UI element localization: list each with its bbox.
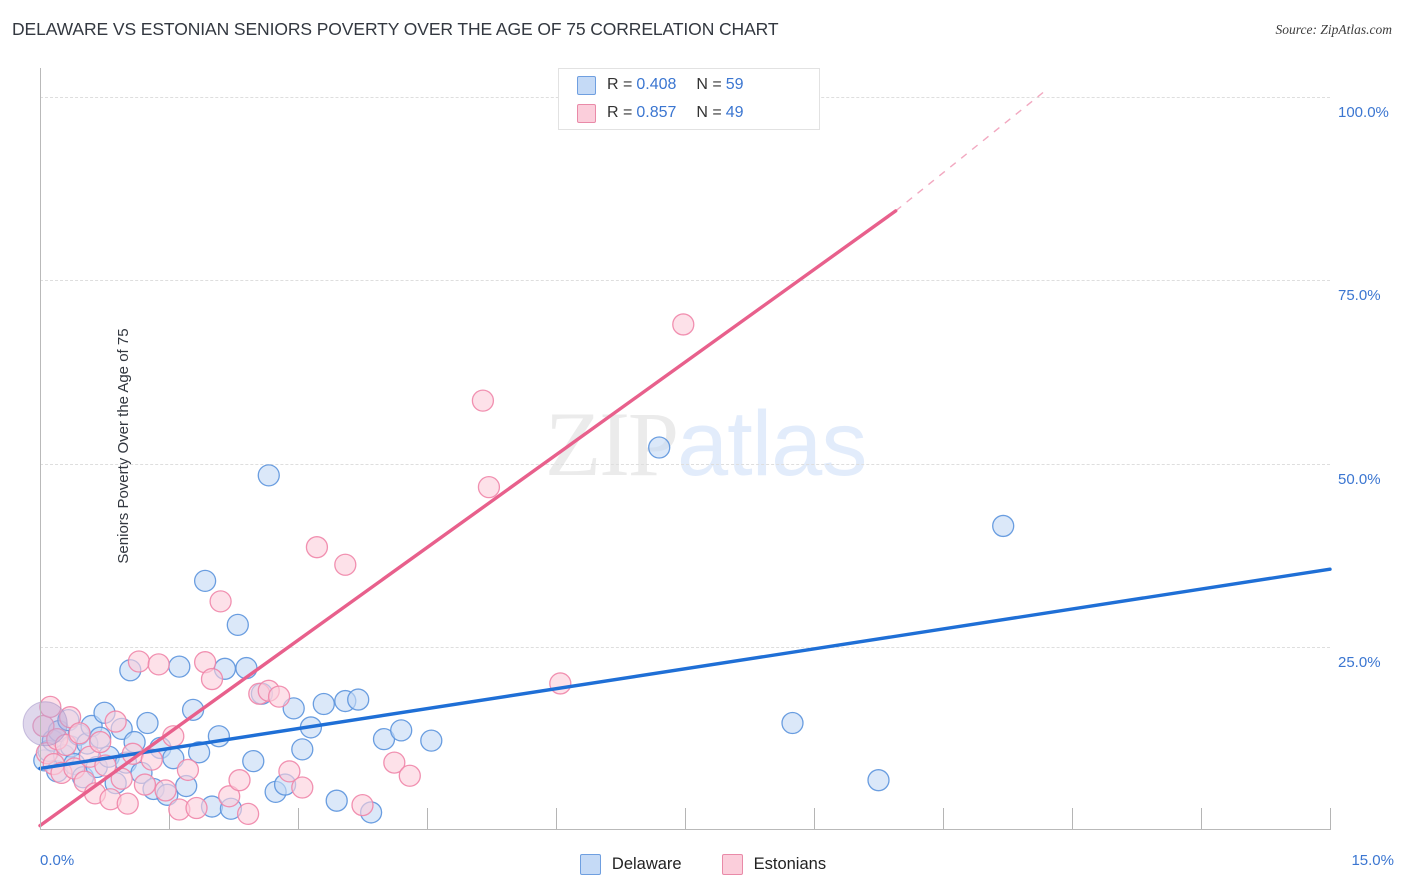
data-point-cluster xyxy=(22,701,68,747)
legend-label-delaware: Delaware xyxy=(611,854,682,873)
data-point xyxy=(187,741,211,764)
scatter-plot xyxy=(22,89,1332,828)
y-tick-label: 75.0% xyxy=(1338,287,1381,305)
n-label-estonians: N = xyxy=(696,104,722,121)
data-point xyxy=(648,436,671,459)
data-point xyxy=(236,802,260,826)
data-point xyxy=(68,722,91,745)
gridline xyxy=(40,463,1330,465)
data-point xyxy=(136,711,159,735)
n-value-delaware: 59 xyxy=(725,76,744,93)
data-point xyxy=(104,710,127,733)
estonians-legend-swatch-icon xyxy=(721,853,743,875)
x-axis-tick xyxy=(1201,808,1202,830)
r-value-estonians: 0.857 xyxy=(636,104,677,121)
data-point xyxy=(305,536,329,559)
data-point xyxy=(334,553,357,576)
data-point xyxy=(127,650,151,673)
data-point xyxy=(193,569,217,593)
r-label-estonians: R = xyxy=(607,104,633,121)
data-point xyxy=(218,785,241,808)
data-point xyxy=(867,769,890,792)
plot-area: ZIPatlas 100.0% 75.0% 50.0% 25.0% xyxy=(22,68,1389,830)
x-axis-tick xyxy=(298,808,299,830)
x-axis-tick xyxy=(169,808,170,830)
x-axis-label-min: 0.0% xyxy=(40,852,75,869)
n-label-delaware: N = xyxy=(696,76,722,93)
data-point xyxy=(209,590,232,613)
estonians-swatch-icon xyxy=(577,103,596,123)
page-title: DELAWARE VS ESTONIAN SENIORS POVERTY OVE… xyxy=(12,19,779,39)
data-point xyxy=(390,719,413,742)
x-axis-tick xyxy=(1072,808,1073,830)
data-point xyxy=(257,464,280,487)
r-value-delaware: 0.408 xyxy=(636,76,677,93)
data-point xyxy=(147,653,170,676)
y-tick-label: 25.0% xyxy=(1338,653,1381,671)
x-axis-line xyxy=(40,829,1330,830)
data-point xyxy=(471,389,495,412)
correlation-row-delaware: R = 0.408 N = 59 xyxy=(559,73,819,98)
data-point xyxy=(312,692,335,716)
y-tick-label: 50.0% xyxy=(1338,470,1381,488)
trendline-extension-estonians xyxy=(895,89,1047,212)
correlation-legend: R = 0.408 N = 59 R = 0.857 N = 49 xyxy=(558,68,820,130)
data-point xyxy=(672,313,695,336)
legend-item-estonians[interactable]: Estonians xyxy=(721,853,827,875)
data-point xyxy=(116,792,139,815)
data-point xyxy=(420,729,443,752)
data-point xyxy=(282,697,305,720)
y-tick-label: 100.0% xyxy=(1338,104,1389,122)
data-point xyxy=(291,776,314,799)
trendline-estonians xyxy=(38,209,898,828)
data-point xyxy=(347,688,370,711)
r-label-delaware: R = xyxy=(607,76,633,93)
data-point xyxy=(168,655,191,678)
data-point xyxy=(383,751,406,774)
data-point xyxy=(185,796,208,820)
x-axis-tick xyxy=(427,808,428,830)
data-point xyxy=(226,613,249,636)
correlation-row-estonians: R = 0.857 N = 49 xyxy=(559,101,819,126)
data-point xyxy=(477,475,501,499)
data-point xyxy=(133,773,157,796)
legend-label-estonians: Estonians xyxy=(753,854,827,873)
data-point xyxy=(325,789,348,812)
x-axis-tick xyxy=(943,808,944,830)
data-point xyxy=(398,764,421,787)
series-legend: Delaware Estonians xyxy=(0,850,1406,878)
data-point xyxy=(89,730,112,754)
legend-item-delaware[interactable]: Delaware xyxy=(579,853,682,875)
series-points-estonians xyxy=(32,313,695,826)
data-point xyxy=(200,667,224,691)
data-point xyxy=(267,685,291,708)
data-point xyxy=(291,738,314,761)
data-point xyxy=(992,514,1015,538)
n-value-estonians: 49 xyxy=(725,104,744,121)
x-axis-tick xyxy=(1330,808,1331,830)
x-axis-tick xyxy=(814,808,815,830)
data-point xyxy=(228,769,251,792)
x-axis-label-max: 15.0% xyxy=(1351,852,1394,869)
gridline xyxy=(40,280,1330,282)
data-point xyxy=(176,758,200,782)
gridline xyxy=(40,646,1330,648)
source-attribution: Source: ZipAtlas.com xyxy=(1275,22,1392,37)
delaware-swatch-icon xyxy=(577,75,596,95)
x-axis-tick xyxy=(685,808,686,830)
data-point xyxy=(278,760,301,783)
data-point xyxy=(242,749,265,773)
data-point xyxy=(140,748,163,771)
delaware-legend-swatch-icon xyxy=(579,853,601,875)
y-axis-line xyxy=(40,68,41,830)
data-point xyxy=(154,779,177,802)
x-axis-tick xyxy=(556,808,557,830)
data-point xyxy=(351,793,374,817)
trendline-delaware xyxy=(38,567,1332,771)
data-point xyxy=(781,711,804,735)
